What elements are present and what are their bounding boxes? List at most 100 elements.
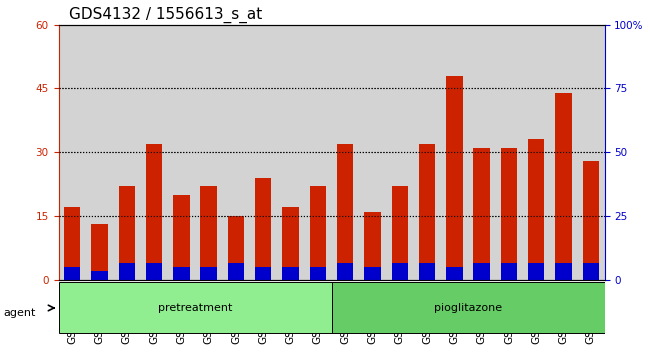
Bar bbox=[441, 25, 468, 280]
Bar bbox=[419, 144, 436, 280]
Bar bbox=[500, 263, 517, 280]
Bar bbox=[91, 224, 108, 280]
Bar bbox=[555, 263, 572, 280]
Bar bbox=[146, 144, 162, 280]
Bar bbox=[473, 263, 490, 280]
Bar bbox=[58, 25, 86, 280]
Bar bbox=[337, 263, 354, 280]
Bar bbox=[419, 263, 436, 280]
Bar bbox=[337, 144, 354, 280]
Bar bbox=[227, 216, 244, 280]
Bar bbox=[500, 263, 517, 280]
Bar bbox=[391, 186, 408, 280]
Bar bbox=[309, 267, 326, 280]
Bar bbox=[468, 25, 495, 280]
Bar bbox=[555, 93, 572, 280]
Bar bbox=[227, 263, 244, 280]
Bar bbox=[391, 186, 408, 280]
Bar bbox=[473, 148, 490, 280]
Bar bbox=[500, 148, 517, 280]
Bar bbox=[419, 263, 436, 280]
FancyBboxPatch shape bbox=[58, 282, 332, 333]
Bar bbox=[419, 144, 436, 280]
Bar bbox=[446, 76, 463, 280]
Bar bbox=[473, 263, 490, 280]
Bar bbox=[113, 25, 140, 280]
Bar bbox=[332, 25, 359, 280]
Bar bbox=[282, 267, 299, 280]
Bar bbox=[550, 25, 577, 280]
Bar bbox=[118, 186, 135, 280]
Text: pioglitazone: pioglitazone bbox=[434, 303, 502, 313]
Bar bbox=[250, 25, 277, 280]
Bar bbox=[446, 76, 463, 280]
Bar bbox=[500, 148, 517, 280]
Bar bbox=[282, 207, 299, 280]
Bar bbox=[118, 263, 135, 280]
Text: agent: agent bbox=[3, 308, 36, 318]
Bar bbox=[364, 267, 381, 280]
Bar bbox=[140, 25, 168, 280]
Bar bbox=[364, 212, 381, 280]
Bar bbox=[577, 25, 605, 280]
Bar bbox=[168, 25, 195, 280]
Bar bbox=[528, 263, 545, 280]
Bar bbox=[528, 139, 545, 280]
Bar bbox=[255, 267, 272, 280]
Text: pretreatment: pretreatment bbox=[158, 303, 232, 313]
Bar bbox=[195, 25, 222, 280]
Bar bbox=[446, 267, 463, 280]
Bar bbox=[304, 25, 332, 280]
Bar bbox=[528, 139, 545, 280]
Bar bbox=[523, 25, 550, 280]
Bar bbox=[391, 263, 408, 280]
Bar bbox=[582, 161, 599, 280]
Bar bbox=[309, 186, 326, 280]
Bar bbox=[91, 271, 108, 280]
Bar bbox=[227, 216, 244, 280]
Bar bbox=[146, 263, 162, 280]
Bar bbox=[255, 178, 272, 280]
Bar bbox=[282, 267, 299, 280]
Bar bbox=[555, 263, 572, 280]
Bar bbox=[86, 25, 113, 280]
Bar bbox=[277, 25, 304, 280]
Bar bbox=[391, 263, 408, 280]
Bar bbox=[64, 207, 81, 280]
Bar bbox=[200, 186, 217, 280]
Bar bbox=[309, 186, 326, 280]
Bar bbox=[173, 195, 190, 280]
Bar bbox=[146, 263, 162, 280]
Bar bbox=[91, 224, 108, 280]
Bar bbox=[364, 212, 381, 280]
Bar bbox=[222, 25, 250, 280]
Bar bbox=[255, 267, 272, 280]
Bar bbox=[582, 263, 599, 280]
Bar bbox=[64, 267, 81, 280]
Bar bbox=[337, 144, 354, 280]
Bar bbox=[118, 263, 135, 280]
Bar bbox=[118, 186, 135, 280]
Bar bbox=[173, 267, 190, 280]
Bar bbox=[364, 267, 381, 280]
Bar bbox=[582, 161, 599, 280]
Bar bbox=[582, 263, 599, 280]
Bar bbox=[495, 25, 523, 280]
Bar bbox=[413, 25, 441, 280]
Bar bbox=[173, 195, 190, 280]
Bar bbox=[91, 271, 108, 280]
Text: GDS4132 / 1556613_s_at: GDS4132 / 1556613_s_at bbox=[70, 7, 263, 23]
FancyBboxPatch shape bbox=[332, 282, 604, 333]
Bar bbox=[473, 148, 490, 280]
Bar bbox=[146, 144, 162, 280]
Bar bbox=[64, 207, 81, 280]
Bar bbox=[282, 207, 299, 280]
Bar bbox=[227, 263, 244, 280]
Bar bbox=[200, 267, 217, 280]
Bar bbox=[255, 178, 272, 280]
Bar bbox=[446, 267, 463, 280]
Bar bbox=[555, 93, 572, 280]
Bar bbox=[337, 263, 354, 280]
Bar bbox=[200, 186, 217, 280]
Bar bbox=[386, 25, 413, 280]
